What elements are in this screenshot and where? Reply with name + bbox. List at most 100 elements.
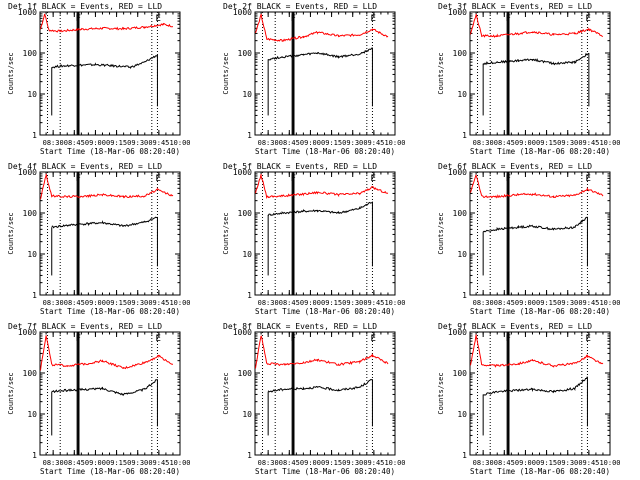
marker-label-f: F [291,14,296,24]
plot-frame [39,331,181,456]
x-axis-label: Start Time (18-Mar-06 08:20:40) [40,307,180,316]
x-tick-label: 09:15 [106,299,127,307]
x-tick-label: 10:00 [384,139,405,147]
x-tick-label: 08:30 [43,299,64,307]
x-tick-label: 09:45 [578,139,599,147]
x-axis-label: Start Time (18-Mar-06 08:20:40) [255,467,395,476]
marker-label-e: E [370,14,375,24]
x-tick-label: 08:30 [473,139,494,147]
x-tick-label: 09:30 [342,299,363,307]
series-line [483,376,588,396]
x-tick-label: 08:45 [279,459,300,467]
chart-panel: Det 7f BLACK = Events, RED = LLD 1 10 100 10… [7,322,191,476]
x-tick-label: 09:45 [363,459,384,467]
series-line [40,13,174,33]
plot-frame [254,11,396,136]
y-tick-label: 100 [23,49,38,58]
x-tick-label: 09:15 [106,459,127,467]
y-axis-label: Counts/sec [437,372,445,414]
x-tick-label: 09:00 [515,459,536,467]
x-tick-label: 08:45 [64,139,85,147]
x-tick-label: 10:00 [599,299,620,307]
y-axis-label: Counts/sec [437,212,445,254]
x-axis-label: Start Time (18-Mar-06 08:20:40) [470,147,610,156]
x-tick-label: 08:30 [473,299,494,307]
x-tick-label: 10:00 [384,459,405,467]
series-line [470,13,604,38]
series-line [255,335,389,369]
series-line [482,52,590,66]
marker-label-e: E [155,14,160,24]
y-tick-label: 1000 [448,328,467,337]
y-tick-label: 1000 [18,328,37,337]
x-tick-label: 10:00 [599,139,620,147]
x-tick-label: 08:45 [64,299,85,307]
y-tick-label: 1 [32,131,37,140]
y-tick-label: 1 [32,451,37,460]
marker-label-e: E [370,334,375,344]
x-tick-label: 09:30 [557,459,578,467]
chart-panel: Det 5f BLACK = Events, RED = LLD 1 10 100 10… [222,162,406,316]
series-line [267,201,373,217]
y-tick-label: 100 [453,49,468,58]
chart-title: Det 3f BLACK = Events, RED = LLD [438,2,592,11]
plot-frame [254,331,396,456]
marker-label-f: F [76,334,81,344]
series-line [51,379,158,397]
plot-frame [254,171,396,296]
y-tick-label: 1 [247,131,252,140]
x-tick-label: 09:30 [342,139,363,147]
chart-title: Det 6f BLACK = Events, RED = LLD [438,162,592,171]
x-tick-label: 09:30 [127,299,148,307]
series-line [40,173,174,200]
x-tick-label: 09:00 [300,139,321,147]
x-tick-label: 09:00 [300,459,321,467]
x-tick-label: 09:00 [85,459,106,467]
y-tick-label: 1 [247,451,252,460]
y-tick-label: 1000 [233,8,252,17]
x-tick-label: 08:30 [258,299,279,307]
x-tick-label: 09:15 [536,139,557,147]
x-axis-label: Start Time (18-Mar-06 08:20:40) [40,147,180,156]
x-tick-label: 09:30 [127,139,148,147]
marker-label-f: F [291,334,296,344]
x-tick-label: 09:30 [557,299,578,307]
chart-panel: Det 4f BLACK = Events, RED = LLD 1 10 100 10… [7,162,191,316]
series-line [268,47,373,61]
x-tick-label: 09:45 [148,139,169,147]
y-tick-label: 1000 [233,328,252,337]
x-tick-label: 10:00 [384,299,405,307]
marker-label-f: F [76,174,81,184]
chart-title: Det 9f BLACK = Events, RED = LLD [438,322,592,331]
y-tick-label: 100 [238,49,253,58]
x-tick-label: 10:00 [169,299,190,307]
x-tick-label: 09:45 [148,459,169,467]
x-tick-label: 08:45 [279,299,300,307]
y-tick-label: 10 [457,90,467,99]
y-tick-label: 100 [23,209,38,218]
series-line [255,173,389,200]
y-tick-label: 10 [242,410,252,419]
x-tick-label: 10:00 [169,459,190,467]
y-tick-label: 100 [238,369,253,378]
x-axis-label: Start Time (18-Mar-06 08:20:40) [40,467,180,476]
y-tick-label: 100 [23,369,38,378]
x-axis-label: Start Time (18-Mar-06 08:20:40) [255,307,395,316]
x-tick-label: 08:30 [258,459,279,467]
x-tick-label: 09:00 [515,299,536,307]
x-tick-label: 09:15 [106,139,127,147]
x-tick-label: 08:45 [494,139,515,147]
x-tick-label: 08:45 [64,459,85,467]
series-line [482,216,588,233]
x-tick-label: 09:00 [515,139,536,147]
chart-title: Det 1f BLACK = Events, RED = LLD [8,2,162,11]
y-tick-label: 1000 [18,168,37,177]
y-tick-label: 1000 [448,168,467,177]
marker-label-e: E [585,14,590,24]
series-line [470,334,604,368]
y-tick-label: 10 [27,250,37,259]
marker-label-f: F [291,174,296,184]
x-tick-label: 09:15 [536,459,557,467]
x-tick-label: 09:15 [321,139,342,147]
marker-label-f: F [506,174,511,184]
